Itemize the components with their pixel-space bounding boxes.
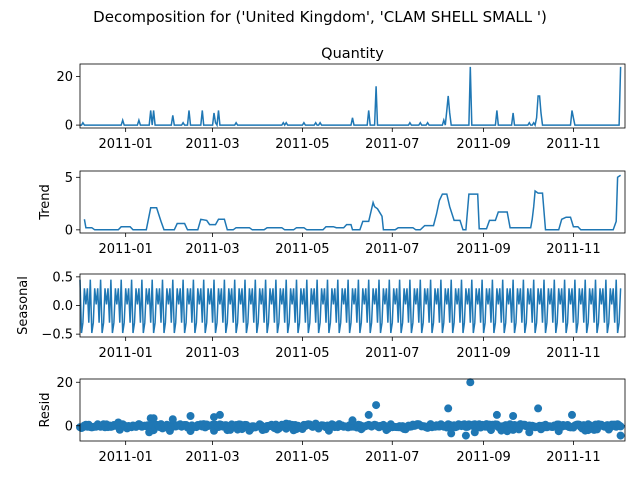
resid-point [114, 418, 123, 427]
resid-point [616, 422, 625, 431]
x-tick-label: 2011-11 [546, 137, 600, 152]
x-tick-label: 2011-03 [185, 450, 239, 465]
resid-point [145, 428, 154, 437]
resid-point [492, 410, 501, 419]
y-tick-label: −0.5 [41, 328, 73, 343]
x-tick-label: 2011-09 [456, 450, 510, 465]
x-tick-label: 2011-07 [365, 137, 419, 152]
quantity-line [80, 66, 622, 128]
resid-point [215, 410, 224, 419]
resid-point [168, 415, 177, 424]
seasonal-panel: −0.5 0.0 0.5 2011-01 2011-03 2011-05 2011-07 20… [16, 270, 626, 361]
x-tick-label: 2011-09 [456, 137, 510, 152]
y-tick-label: 20 [56, 70, 73, 85]
resid-ylabel: Resid [38, 392, 53, 427]
y-tick-label: 0 [65, 119, 73, 134]
resid-point [554, 427, 563, 436]
x-tick-label: 2011-01 [98, 242, 152, 257]
y-tick-label: 0 [65, 419, 73, 434]
x-tick-label: 2011-01 [98, 137, 152, 152]
resid-point [470, 428, 479, 437]
resid-point [525, 428, 534, 437]
resid-point [311, 419, 320, 428]
quantity-panel: 0 20 2011-01 2011-03 2011-05 2011-07 2011-09 20… [56, 46, 626, 152]
x-tick-label: 2011-03 [185, 137, 239, 152]
panels: 0 20 2011-01 2011-03 2011-05 2011-07 2011-09 20… [16, 46, 626, 465]
y-tick-label: 20 [56, 376, 73, 391]
resid-point [186, 412, 195, 420]
y-tick-label: 0.0 [52, 299, 73, 314]
y-tick-label: 0.5 [52, 270, 73, 285]
resid-point [466, 378, 475, 387]
quantity-axes-frame [79, 63, 626, 129]
x-tick-label: 2011-03 [185, 242, 239, 257]
x-tick-label: 2011-11 [546, 450, 600, 465]
y-tick-label: 5 [65, 171, 73, 186]
resid-point [509, 412, 518, 420]
panel-title: Quantity [321, 46, 384, 62]
resid-point [568, 410, 576, 419]
seasonal-ylabel: Seasonal [16, 276, 31, 335]
x-tick-label: 2011-07 [365, 242, 419, 257]
x-tick-label: 2011-01 [98, 450, 152, 465]
x-tick-label: 2011-03 [185, 346, 239, 361]
resid-point [282, 419, 291, 428]
x-tick-label: 2011-05 [275, 137, 329, 152]
resid-point [444, 404, 453, 413]
trend-line [83, 174, 622, 231]
resid-point [534, 404, 543, 413]
x-tick-label: 2011-05 [275, 242, 329, 257]
x-tick-label: 2011-05 [275, 346, 329, 361]
resid-point [364, 410, 373, 419]
x-tick-label: 2011-11 [546, 242, 600, 257]
resid-point [447, 429, 456, 438]
resid-point [382, 426, 391, 435]
x-tick-label: 2011-09 [456, 346, 510, 361]
resid-point [584, 426, 593, 435]
resid-point [461, 431, 470, 440]
trend-axes-frame [79, 170, 626, 234]
resid-axes-frame [79, 378, 626, 442]
resid-point [372, 401, 381, 410]
resid-panel: 0 20 2011-01 2011-03 2011-05 2011-07 2011-09 20… [38, 376, 626, 465]
x-tick-label: 2011-11 [546, 346, 600, 361]
seasonal-line [79, 279, 622, 334]
x-tick-label: 2011-09 [456, 242, 510, 257]
trend-ylabel: Trend [38, 184, 53, 221]
resid-point [503, 427, 512, 436]
x-tick-label: 2011-01 [98, 346, 152, 361]
trend-panel: 0 5 2011-01 2011-03 2011-05 2011-07 2011-09 201… [38, 170, 626, 257]
resid-point [149, 414, 158, 423]
y-tick-label: 0 [65, 223, 73, 238]
resid-point [616, 431, 625, 440]
resid-point [348, 416, 357, 425]
x-tick-label: 2011-05 [275, 450, 329, 465]
x-tick-label: 2011-07 [365, 346, 419, 361]
x-tick-label: 2011-07 [365, 450, 419, 465]
resid-point [423, 423, 432, 432]
resid-point [223, 426, 232, 435]
figure-title: Decomposition for ('United Kingdom', 'CL… [93, 8, 547, 26]
